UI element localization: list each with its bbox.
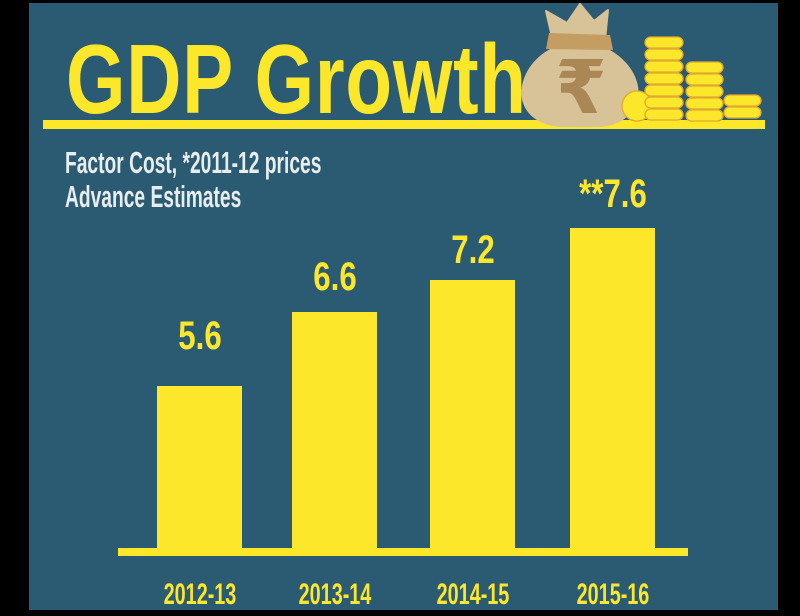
chart-subtitle: Factor Cost, *2011-12 prices Advance Est… xyxy=(65,146,321,214)
category-label: 2012-13 xyxy=(163,578,236,611)
coin-stack-medium-icon xyxy=(685,61,724,122)
bar-2014-15 xyxy=(430,280,515,550)
category-label: 2013-14 xyxy=(298,578,371,611)
money-bag-body xyxy=(521,48,639,127)
money-bag-icon: ₹ xyxy=(521,3,639,130)
subtitle-line2: Advance Estimates xyxy=(65,179,242,214)
page-title: GDP Growth xyxy=(66,24,527,134)
coin-stack-tall-icon xyxy=(644,36,684,121)
coin-stack-short-icon xyxy=(723,94,762,119)
rupee-icon: ₹ xyxy=(555,45,607,130)
money-graphic: ₹ xyxy=(521,3,762,130)
bar-2012-13 xyxy=(157,386,242,550)
money-bag-tie-band xyxy=(546,33,613,50)
bar-value-label: 6.6 xyxy=(312,255,357,299)
title-underline xyxy=(43,120,765,129)
bar-2013-14 xyxy=(292,312,377,550)
category-label: 2014-15 xyxy=(436,578,509,611)
x-axis-line xyxy=(118,548,688,556)
bar-2015-16 xyxy=(570,228,655,550)
coins-icon xyxy=(621,36,762,122)
bar-value-label: 5.6 xyxy=(177,314,222,358)
bar-value-label: **7.6 xyxy=(578,172,647,216)
category-label: 2015-16 xyxy=(576,578,649,611)
subtitle-line1: Factor Cost, *2011-12 prices xyxy=(65,145,322,180)
bar-value-label: 7.2 xyxy=(450,228,495,272)
